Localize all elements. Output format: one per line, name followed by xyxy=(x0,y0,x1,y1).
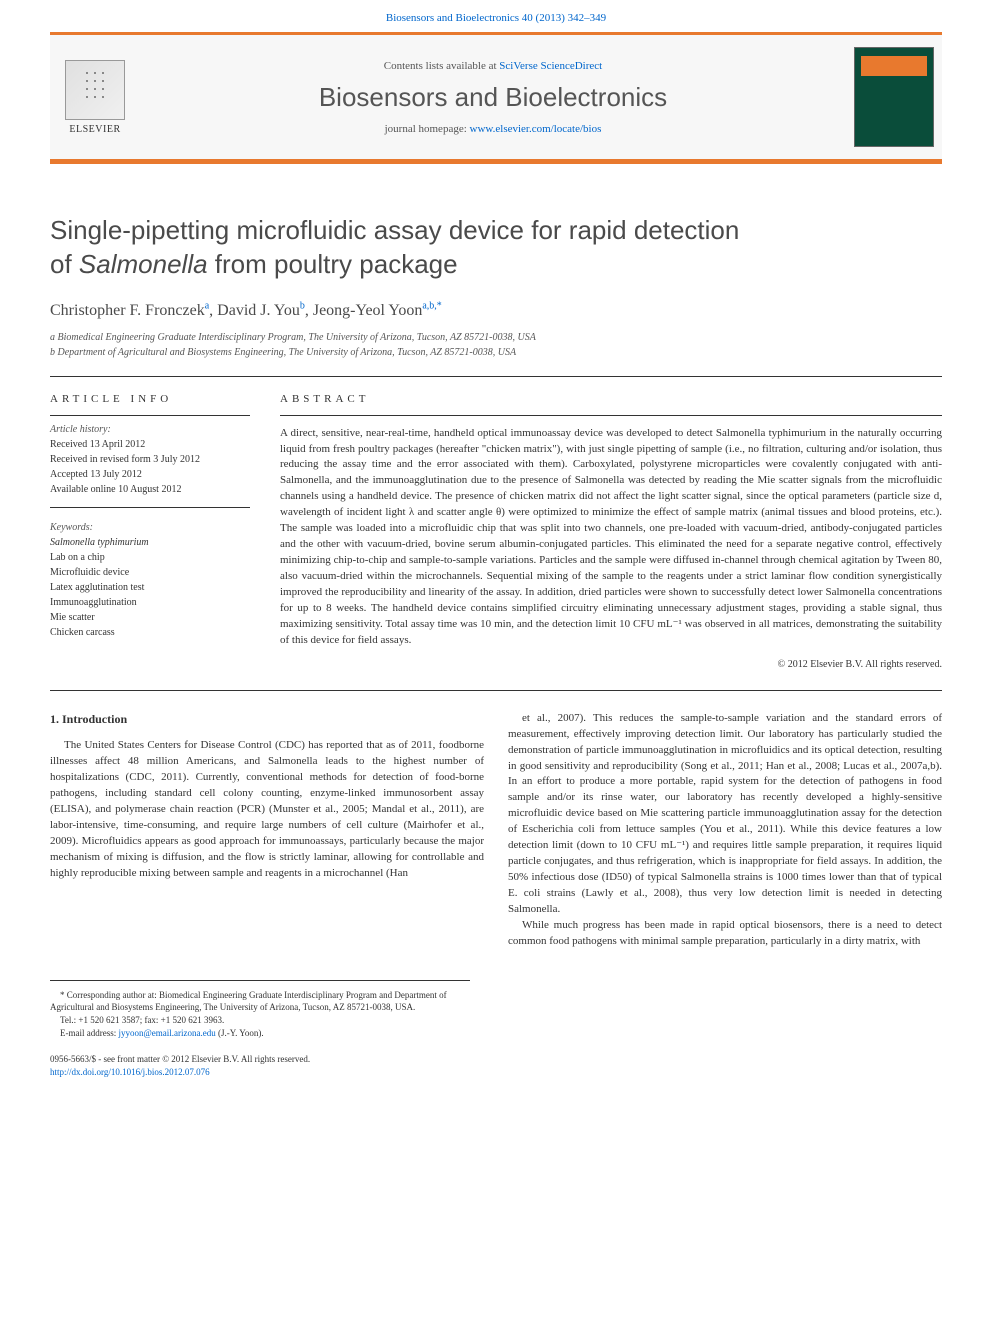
journal-name: Biosensors and Bioelectronics xyxy=(140,82,846,113)
elsevier-logo: ELSEVIER xyxy=(50,43,140,151)
body-column-left: 1. Introduction The United States Center… xyxy=(50,711,484,950)
abstract-block: ABSTRACT A direct, sensitive, near-real-… xyxy=(280,393,942,670)
issn-line: 0956-5663/$ - see front matter © 2012 El… xyxy=(50,1053,942,1066)
divider-top xyxy=(50,376,942,377)
history-revised: Received in revised form 3 July 2012 xyxy=(50,452,250,467)
history-label: Article history: xyxy=(50,424,250,435)
corr-author-tel: Tel.: +1 520 621 3587; fax: +1 520 621 3… xyxy=(50,1014,470,1027)
corr-author-note: * Corresponding author at: Biomedical En… xyxy=(50,989,470,1014)
homepage-line: journal homepage: www.elsevier.com/locat… xyxy=(140,123,846,135)
corresponding-author-footer: * Corresponding author at: Biomedical En… xyxy=(50,980,470,1039)
abstract-heading: ABSTRACT xyxy=(280,393,942,405)
header-citation: Biosensors and Bioelectronics 40 (2013) … xyxy=(0,0,992,32)
article-info-block: ARTICLE INFO Article history: Received 1… xyxy=(50,393,250,670)
history-received: Received 13 April 2012 xyxy=(50,437,250,452)
elsevier-tree-icon xyxy=(65,60,125,120)
body-columns: 1. Introduction The United States Center… xyxy=(50,711,942,950)
affiliations: a Biomedical Engineering Graduate Interd… xyxy=(50,330,942,360)
journal-banner: ELSEVIER Contents lists available at Sci… xyxy=(50,35,942,164)
history-online: Available online 10 August 2012 xyxy=(50,482,250,497)
authors-line: Christopher F. Fronczeka, David J. Youb,… xyxy=(50,302,942,320)
body-column-right: et al., 2007). This reduces the sample-t… xyxy=(508,711,942,950)
divider-mid xyxy=(50,690,942,691)
corr-author-email: E-mail address: jyyoon@email.arizona.edu… xyxy=(50,1027,470,1040)
abstract-text: A direct, sensitive, near-real-time, han… xyxy=(280,426,942,649)
email-link[interactable]: jyyoon@email.arizona.edu xyxy=(118,1028,215,1038)
doi-link[interactable]: http://dx.doi.org/10.1016/j.bios.2012.07… xyxy=(50,1067,210,1077)
keywords-list: Salmonella typhimurium Lab on a chip Mic… xyxy=(50,535,250,640)
homepage-link[interactable]: www.elsevier.com/locate/bios xyxy=(470,123,602,135)
keywords-label: Keywords: xyxy=(50,522,250,533)
elsevier-label: ELSEVIER xyxy=(69,124,120,135)
contents-available-line: Contents lists available at SciVerse Sci… xyxy=(140,60,846,72)
article-title: Single-pipetting microfluidic assay devi… xyxy=(50,214,942,282)
article-info-heading: ARTICLE INFO xyxy=(50,393,250,405)
copyright-line: © 2012 Elsevier B.V. All rights reserved… xyxy=(280,659,942,670)
body-right-p1: et al., 2007). This reduces the sample-t… xyxy=(508,711,942,918)
journal-cover-thumbnail xyxy=(854,47,934,147)
scidirect-link[interactable]: SciVerse ScienceDirect xyxy=(499,60,602,72)
body-right-p2: While much progress has been made in rap… xyxy=(508,918,942,950)
body-left-p1: The United States Centers for Disease Co… xyxy=(50,738,484,881)
history-accepted: Accepted 13 July 2012 xyxy=(50,467,250,482)
section-1-heading: 1. Introduction xyxy=(50,711,484,728)
bottom-meta: 0956-5663/$ - see front matter © 2012 El… xyxy=(50,1053,942,1078)
